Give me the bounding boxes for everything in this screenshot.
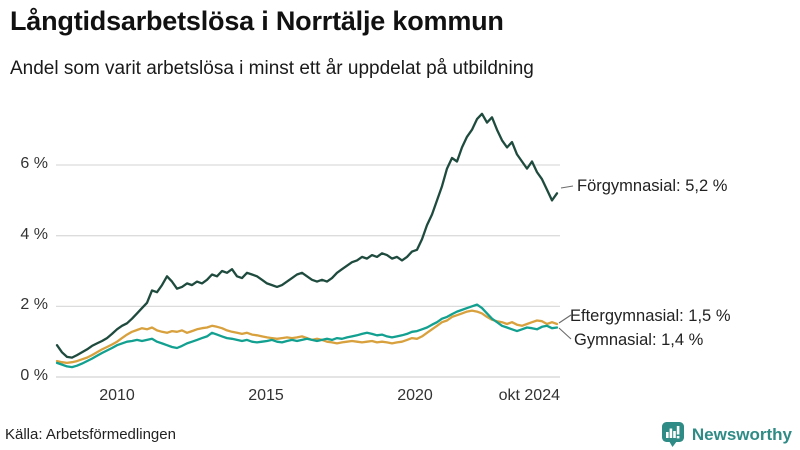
- y-tick-0: 0 %: [20, 367, 48, 384]
- page-title: Långtidsarbetslösa i Norrtälje kommun: [10, 6, 504, 36]
- line-gymnasial: [55, 303, 559, 369]
- series-lines: [55, 112, 559, 369]
- y-tick-2: 2 %: [20, 296, 48, 313]
- newsworthy-logo-icon: [661, 421, 685, 448]
- newsworthy-wordmark: Newsworthy: [691, 424, 792, 444]
- series-label-eftergymnasial: Eftergymnasial: 1,5 %: [570, 307, 731, 325]
- callout-forgymnasial: [560, 185, 574, 189]
- series-label-forgymnasial: Förgymnasial: 5,2 %: [577, 177, 728, 195]
- x-tick-2010: 2010: [99, 387, 135, 404]
- gridlines: [56, 164, 560, 378]
- chart-subtitle: Andel som varit arbetslösa i minst ett å…: [10, 58, 534, 79]
- newsworthy-brand-link[interactable]: Newsworthy: [661, 421, 792, 448]
- source-credit: Källa: Arbetsförmedlingen: [5, 426, 176, 443]
- x-tick-2015: 2015: [248, 387, 284, 404]
- series-label-gymnasial: Gymnasial: 1,4 %: [574, 331, 704, 349]
- callout-lines: [558, 185, 574, 340]
- callout-eftergymnasial: [558, 314, 572, 324]
- line-förgymnasial: [55, 112, 559, 359]
- callout-gymnasial: [558, 327, 572, 340]
- x-tick-2020: 2020: [397, 387, 433, 404]
- y-tick-6: 6 %: [20, 155, 48, 172]
- x-tick-okt-2024: okt 2024: [498, 387, 560, 404]
- y-tick-4: 4 %: [20, 226, 48, 243]
